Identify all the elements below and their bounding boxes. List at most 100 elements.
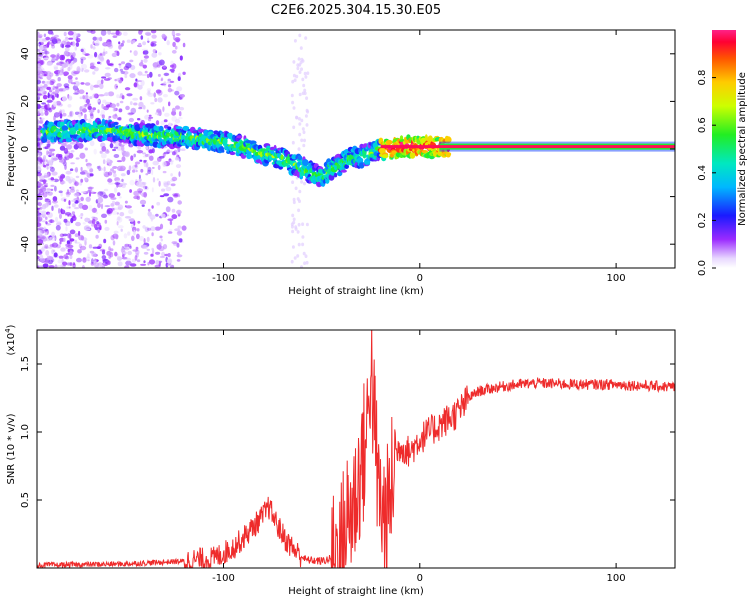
speckle-dot [171, 214, 178, 220]
speckle-dot [84, 69, 90, 73]
speckle-dot [106, 250, 112, 256]
speckle-dot [137, 145, 141, 150]
speckle-dot [104, 78, 111, 81]
speckle-dot [55, 153, 61, 158]
speckle-dot [87, 259, 90, 262]
speckle-dot [107, 171, 113, 176]
speckle-dot [97, 193, 103, 199]
speckle-dot [297, 222, 301, 227]
speckle-dot [62, 233, 68, 237]
speckle-dot [306, 71, 310, 75]
speckle-dot [122, 71, 129, 75]
speckle-dot [112, 233, 119, 239]
speckle-dot [124, 247, 130, 251]
speckle-dot [141, 204, 145, 207]
speckle-dot [140, 80, 145, 86]
speckle-dot [136, 233, 140, 240]
speckle-dot [37, 111, 40, 115]
speckle-dot [73, 81, 80, 87]
speckle-dot [101, 249, 106, 255]
speckle-dot [99, 57, 104, 61]
speckle-dot [82, 51, 87, 55]
speckle-dot [175, 105, 180, 110]
speckle-dot [171, 30, 176, 37]
ridge-dot [223, 137, 228, 145]
speckle-dot [100, 152, 107, 159]
speckle-dot [157, 89, 163, 96]
speckle-dot [52, 196, 58, 202]
speckle-dot [38, 38, 45, 43]
speckle-dot [167, 258, 173, 264]
speckle-dot [151, 205, 154, 209]
speckle-dot [78, 89, 85, 94]
speckle-dot [120, 71, 126, 74]
speckle-dot [305, 96, 309, 100]
speckle-dot [86, 172, 92, 178]
speckle-dot [113, 230, 119, 234]
speckle-dot [125, 62, 132, 69]
speckle-dot [104, 226, 110, 231]
speckle-dot [121, 146, 125, 151]
speckle-dot [37, 137, 40, 142]
speckle-dot [109, 143, 114, 149]
speckle-dot [108, 193, 116, 198]
speckle-dot [65, 246, 70, 249]
speckle-dot [167, 88, 173, 93]
speckle-dot [37, 67, 43, 73]
speckle-dot [65, 252, 70, 255]
speckle-dot [146, 109, 149, 113]
speckle-dot [118, 196, 122, 199]
speckle-dot [74, 46, 78, 51]
speckle-dot [54, 86, 59, 89]
speckle-dot [112, 200, 115, 204]
speckle-dot [178, 171, 181, 177]
speckle-dot [80, 235, 85, 241]
speckle-dot [80, 166, 83, 172]
speckle-dot [103, 262, 106, 265]
speckle-dot [176, 38, 180, 43]
speckle-dot [99, 83, 104, 90]
speckle-dot [139, 190, 142, 195]
speckle-dot [50, 184, 55, 187]
speckle-dot [142, 105, 146, 110]
speckle-dot [81, 105, 87, 109]
speckle-dot [41, 105, 44, 109]
speckle-dot [293, 39, 297, 43]
speckle-dot [131, 235, 135, 242]
speckle-dot [135, 246, 139, 251]
speckle-dot [66, 222, 71, 226]
speckle-dot [176, 254, 183, 258]
speckle-dot [85, 103, 92, 106]
x-tick-label: 0 [417, 573, 423, 584]
speckle-dot [107, 91, 115, 97]
speckle-dot [37, 183, 44, 187]
speckle-dot [108, 246, 111, 251]
speckle-dot [63, 71, 69, 76]
speckle-dot [182, 71, 186, 76]
speckle-dot [84, 217, 90, 223]
speckle-dot [110, 203, 115, 207]
speckle-dot [67, 30, 74, 36]
speckle-dot [91, 216, 96, 219]
speckle-dot [39, 158, 43, 164]
speckle-dot [57, 259, 63, 264]
speckle-dot [175, 33, 181, 36]
speckle-dot [40, 87, 46, 93]
speckle-dot [119, 100, 124, 104]
speckle-dot [142, 50, 145, 55]
speckle-dot [52, 157, 59, 161]
speckle-dot [72, 52, 76, 58]
speckle-dot [102, 258, 107, 262]
y-tick-label: 0 [20, 146, 31, 152]
speckle-dot [149, 71, 153, 78]
speckle-dot [37, 84, 41, 90]
speckle-dot [89, 96, 93, 100]
speckle-dot [44, 244, 49, 248]
speckle-dot [92, 71, 96, 75]
speckle-dot [155, 213, 159, 217]
speckle-dot [75, 241, 81, 244]
speckle-dot [117, 165, 123, 172]
speckle-dot [82, 95, 86, 100]
speckle-dot [55, 225, 61, 231]
y-tick-label: 0.5 [20, 492, 31, 508]
